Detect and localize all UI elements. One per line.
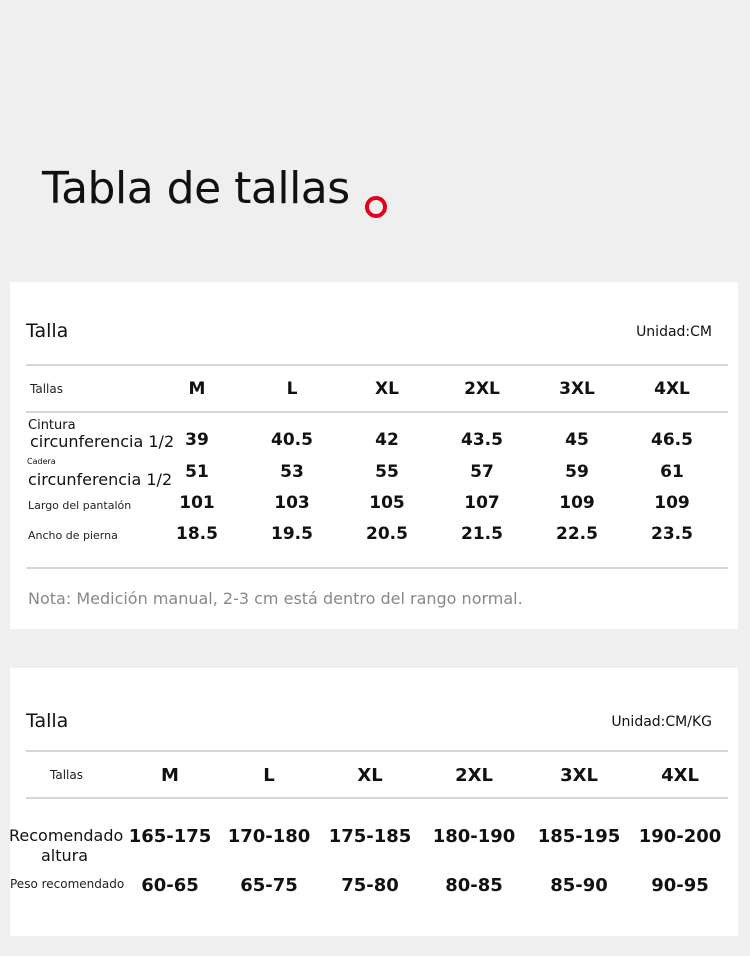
size-header: L	[263, 765, 275, 786]
table-cell: 75-80	[341, 875, 399, 896]
row-label: altura	[41, 846, 89, 865]
size-header: 4XL	[661, 765, 699, 786]
page-title: Tabla de tallas	[42, 163, 350, 214]
table-cell: 107	[464, 493, 500, 513]
table-cell: 109	[654, 493, 690, 513]
table-cell: 85-90	[550, 875, 608, 896]
size-table-measurements: Talla Unidad:CM Tallas Cintura circunfer…	[10, 282, 738, 629]
size-header: 3XL	[559, 379, 595, 399]
table-cell: 190-200	[638, 826, 722, 847]
row-label: circunferencia 1/2	[28, 470, 173, 489]
size-header: M	[188, 379, 206, 399]
divider	[26, 567, 728, 569]
row-label-small: Cadera	[27, 457, 56, 466]
table-cell: 165-175	[128, 826, 212, 847]
table-heading: Talla	[26, 320, 69, 342]
note: Nota: Medición manual, 2-3 cm está dentr…	[28, 589, 523, 608]
size-header: 3XL	[560, 765, 598, 786]
row-label-small: Cintura	[28, 418, 76, 433]
row-label: Ancho de pierna	[28, 529, 118, 542]
table-cell: 170-180	[227, 826, 311, 847]
table-cell: 53	[280, 462, 304, 482]
unit-label: Unidad:CM	[636, 324, 712, 340]
size-header: 4XL	[654, 379, 690, 399]
unit-label: Unidad:CM/KG	[611, 714, 712, 730]
table-cell: 57	[470, 462, 494, 482]
size-header: 2XL	[455, 765, 493, 786]
size-table-recommendation: Talla Unidad:CM/KG Tallas Recomendado al…	[9, 668, 738, 936]
table-cell: 46.5	[651, 430, 693, 450]
table-cell: 105	[369, 493, 405, 513]
table-cell: 60-65	[141, 875, 199, 896]
table-cell: 61	[660, 462, 684, 482]
table-cell: 21.5	[461, 524, 503, 544]
table-cell: 90-95	[651, 875, 709, 896]
table-cell: 22.5	[556, 524, 598, 544]
table-cell: 55	[375, 462, 399, 482]
size-header: M	[161, 765, 179, 786]
divider	[26, 797, 728, 799]
size-header: 2XL	[464, 379, 500, 399]
table-cell: 42	[375, 430, 399, 450]
table-cell: 101	[179, 493, 215, 513]
table-cell: 39	[185, 430, 209, 450]
header-label: Tallas	[30, 382, 63, 396]
table-cell: 20.5	[366, 524, 408, 544]
table-cell: 175-185	[328, 826, 412, 847]
circle-icon	[365, 196, 387, 218]
table-cell: 43.5	[461, 430, 503, 450]
table-cell: 18.5	[176, 524, 218, 544]
table-cell: 109	[559, 493, 595, 513]
divider	[26, 750, 728, 752]
table-cell: 65-75	[240, 875, 298, 896]
divider	[26, 364, 728, 366]
table-heading: Talla	[26, 710, 69, 732]
row-label: circunferencia 1/2	[30, 432, 175, 451]
row-label: Recomendado	[9, 826, 124, 845]
header-label: Tallas	[50, 768, 83, 782]
divider	[26, 411, 728, 413]
table-cell: 59	[565, 462, 589, 482]
row-label: Largo del pantalón	[28, 499, 132, 512]
table-cell: 40.5	[271, 430, 313, 450]
size-header: L	[286, 379, 298, 399]
size-header: XL	[357, 765, 383, 786]
table-cell: 180-190	[432, 826, 516, 847]
table-cell: 51	[185, 462, 209, 482]
size-header: XL	[375, 379, 399, 399]
table-cell: 23.5	[651, 524, 693, 544]
table-cell: 185-195	[537, 826, 621, 847]
table-cell: 19.5	[271, 524, 313, 544]
table-cell: 45	[565, 430, 589, 450]
table-cell: 103	[274, 493, 310, 513]
table-cell: 80-85	[445, 875, 503, 896]
row-label: Peso recomendado	[10, 877, 125, 891]
